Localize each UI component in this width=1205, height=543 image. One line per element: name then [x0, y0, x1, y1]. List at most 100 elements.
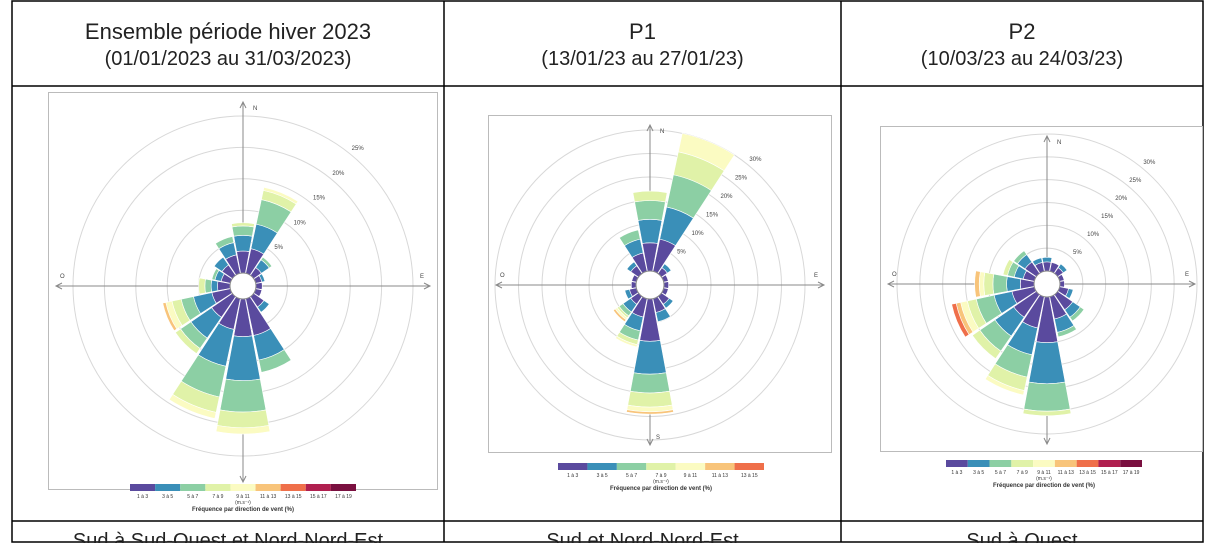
conclusion-cell-p1: Sud et Nord-Nord-Est: [546, 530, 739, 543]
legend-class-label: 5 à 7: [995, 470, 1006, 476]
legend-class-label: 9 à 11: [684, 473, 698, 479]
ring-label: 10%: [1087, 232, 1100, 238]
legend-swatch: [558, 463, 588, 470]
legend-class-label: 9 à 11: [236, 494, 250, 500]
ring-label: 5%: [677, 249, 686, 255]
legend-class-label: 7 à 9: [655, 473, 666, 479]
ring-label: 10%: [692, 231, 705, 237]
petal-segment: [1056, 325, 1077, 338]
petal-segment: [213, 256, 229, 272]
petal-segment: [983, 272, 995, 296]
ring-label: 5%: [274, 245, 283, 251]
legend-swatch: [1033, 460, 1055, 467]
legend-class-label: 13 à 15: [285, 494, 302, 500]
petal-segment: [258, 349, 292, 373]
arrow-south: [646, 438, 654, 447]
petal-segment: [637, 219, 663, 244]
arrow-north: [239, 100, 247, 109]
petal-segment: [626, 409, 674, 415]
petal-segment: [215, 425, 271, 435]
header-cell-p1: P1 (13/01/23 au 27/01/23): [444, 0, 841, 86]
legend-swatch: [130, 484, 156, 491]
petal-segment: [612, 308, 627, 323]
petal-segment: [1057, 263, 1068, 274]
petal-segment: [984, 374, 1025, 396]
legend-class-label: 1 à 3: [951, 470, 962, 476]
petal-segment: [624, 289, 633, 300]
legend-swatch: [205, 484, 231, 491]
arrow-west: [494, 281, 503, 289]
ring-label: 20%: [1115, 196, 1128, 202]
compass-north-label: N: [253, 106, 257, 112]
petal-segment: [655, 308, 671, 323]
petal-segment: [1065, 288, 1074, 299]
header-cell-p2: P2 (10/03/23 au 24/03/23): [841, 0, 1203, 86]
column-title: P1: [629, 19, 656, 44]
arrow-south: [239, 475, 247, 484]
column-title: Ensemble période hiver 2023: [84, 19, 372, 44]
compass-west-label: O: [500, 273, 505, 279]
compass-south-label: S: [656, 435, 660, 441]
arrow-north: [1043, 134, 1051, 143]
conclusion-cell-winter: Sud à Sud-Ouest et Nord-Nord-Est: [72, 530, 384, 543]
petal-segment: [260, 256, 273, 269]
legend-swatch: [255, 484, 281, 491]
ring-label: 10%: [294, 220, 307, 226]
legend-swatch: [646, 463, 676, 470]
petal-segment: [216, 409, 270, 429]
legend-class-label: 9 à 11: [1037, 470, 1051, 476]
wind-rose-chart-p1: 5% 10% 15% 20% 25% 30% N E O S 1 à 3 3 à 5 5 à 7 7 à …: [488, 115, 832, 492]
petal-segment: [974, 270, 981, 298]
petal-segment: [629, 372, 671, 394]
legend-class-label: 5 à 7: [626, 473, 637, 479]
legend-class-label: 7 à 9: [212, 494, 223, 500]
petal-segment: [633, 340, 667, 375]
legend-swatch: [675, 463, 706, 470]
arrow-east: [1188, 280, 1197, 288]
petal-segment: [204, 278, 213, 294]
ring-label: 15%: [1101, 214, 1114, 220]
compass-east-label: E: [420, 274, 424, 280]
legend-class-label: 15 à 17: [310, 494, 327, 500]
legend-swatch: [1098, 460, 1121, 467]
ring-label: 25%: [1129, 178, 1142, 184]
legend-title: Fréquence par direction de vent (%): [610, 486, 712, 492]
arrow-south: [1043, 437, 1051, 446]
legend-title: Fréquence par direction de vent (%): [192, 507, 294, 513]
legend-swatch: [280, 484, 306, 491]
petal-segment: [951, 302, 970, 338]
column-title: P2: [1008, 19, 1036, 44]
petal-segment: [198, 277, 206, 295]
legend-class-label: 13 à 15: [1079, 470, 1096, 476]
petal-segment: [626, 261, 638, 273]
compass-east-label: E: [1185, 272, 1189, 278]
petal-segment: [1002, 259, 1014, 276]
legend-swatch: [180, 484, 206, 491]
legend-swatch: [705, 463, 735, 470]
compass-west-label: O: [60, 274, 65, 280]
legend-class-label: 13 à 15: [741, 473, 758, 479]
legend-swatch: [1076, 460, 1099, 467]
petal-segment: [262, 186, 299, 205]
petal-segment: [615, 335, 638, 348]
column-subtitle: (13/01/23 au 27/01/23): [541, 48, 744, 70]
petal-segment: [233, 235, 253, 252]
petal-segment: [631, 281, 637, 289]
legend-class-label: 11 à 13: [712, 473, 729, 479]
arrow-east: [817, 281, 826, 289]
legend-class-label: 17 à 19: [335, 494, 352, 500]
petal-segment: [627, 390, 673, 408]
legend-unit: (m.s⁻¹): [235, 500, 251, 506]
legend-swatch: [967, 460, 990, 467]
legend-swatch: [946, 460, 968, 467]
ring-label: 30%: [1143, 160, 1156, 166]
ring-label: 25%: [352, 146, 365, 152]
petal-segment: [992, 273, 1008, 295]
legend-unit: (m.s⁻¹): [1036, 476, 1052, 482]
calm-circle: [1033, 270, 1061, 298]
legend-class-label: 11 à 13: [260, 494, 277, 500]
legend-swatch: [616, 463, 647, 470]
petal-segment: [211, 268, 220, 281]
petal-segment: [231, 222, 255, 228]
legend-class-label: 11 à 13: [1058, 470, 1075, 476]
